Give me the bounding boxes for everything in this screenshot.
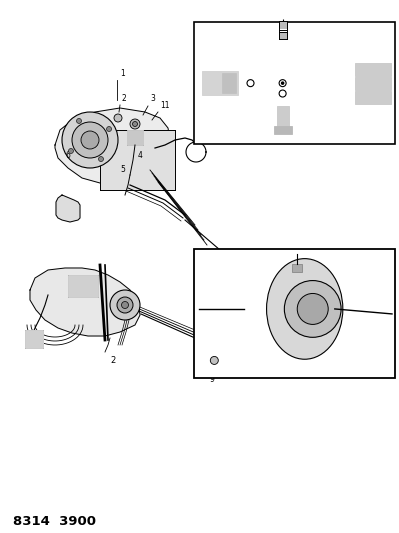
Circle shape bbox=[99, 157, 103, 161]
Polygon shape bbox=[55, 108, 172, 185]
Circle shape bbox=[279, 90, 286, 97]
Circle shape bbox=[281, 82, 284, 85]
Polygon shape bbox=[30, 268, 140, 336]
Text: 2: 2 bbox=[121, 94, 126, 103]
Bar bbox=[279, 21, 286, 28]
Text: 7: 7 bbox=[309, 270, 314, 279]
Bar bbox=[279, 33, 286, 39]
Text: TO CONTROL
SWITCH: TO CONTROL SWITCH bbox=[202, 98, 248, 111]
Circle shape bbox=[284, 280, 341, 337]
Text: 2: 2 bbox=[110, 356, 115, 365]
Bar bbox=[277, 106, 288, 126]
Circle shape bbox=[247, 79, 254, 87]
Circle shape bbox=[72, 122, 108, 158]
Circle shape bbox=[62, 112, 118, 168]
Bar bbox=[355, 91, 391, 104]
Circle shape bbox=[107, 126, 112, 132]
Text: 5: 5 bbox=[120, 166, 125, 174]
Text: TO ACC. FEED
(I/Pn. Wrg.): TO ACC. FEED (I/Pn. Wrg.) bbox=[232, 43, 280, 56]
Text: 6: 6 bbox=[65, 150, 70, 159]
Ellipse shape bbox=[267, 259, 343, 359]
Bar bbox=[274, 126, 292, 134]
Text: 8: 8 bbox=[341, 300, 346, 309]
Bar bbox=[202, 71, 239, 95]
Circle shape bbox=[297, 294, 328, 325]
Circle shape bbox=[130, 119, 140, 129]
Circle shape bbox=[110, 290, 140, 320]
Text: 11: 11 bbox=[160, 101, 170, 110]
Text: TO BULKHEAD
CONNECTOR: TO BULKHEAD CONNECTOR bbox=[342, 33, 392, 46]
Circle shape bbox=[132, 122, 138, 126]
Bar bbox=[194, 22, 395, 144]
Bar bbox=[127, 130, 143, 145]
Bar bbox=[25, 330, 43, 348]
Circle shape bbox=[117, 297, 133, 313]
Circle shape bbox=[69, 149, 73, 154]
Bar bbox=[68, 275, 98, 297]
Text: 9: 9 bbox=[210, 375, 215, 384]
Text: 4: 4 bbox=[138, 150, 143, 159]
Circle shape bbox=[210, 357, 218, 365]
Circle shape bbox=[81, 131, 99, 149]
Circle shape bbox=[114, 114, 122, 122]
Text: TO BRAKE
SWITCH: TO BRAKE SWITCH bbox=[292, 109, 326, 122]
Bar bbox=[222, 73, 236, 93]
Circle shape bbox=[77, 118, 81, 124]
Text: 1: 1 bbox=[120, 69, 125, 78]
Polygon shape bbox=[56, 195, 80, 222]
Bar bbox=[194, 249, 395, 378]
Bar bbox=[355, 77, 391, 90]
Text: 2: 2 bbox=[196, 292, 201, 301]
Text: 3: 3 bbox=[150, 94, 155, 103]
Bar bbox=[355, 63, 391, 76]
Text: 10: 10 bbox=[226, 116, 243, 128]
Circle shape bbox=[279, 79, 286, 87]
Circle shape bbox=[122, 302, 128, 309]
Text: 8314  3900: 8314 3900 bbox=[13, 515, 96, 528]
Bar bbox=[292, 264, 302, 272]
Bar bbox=[100, 130, 175, 190]
